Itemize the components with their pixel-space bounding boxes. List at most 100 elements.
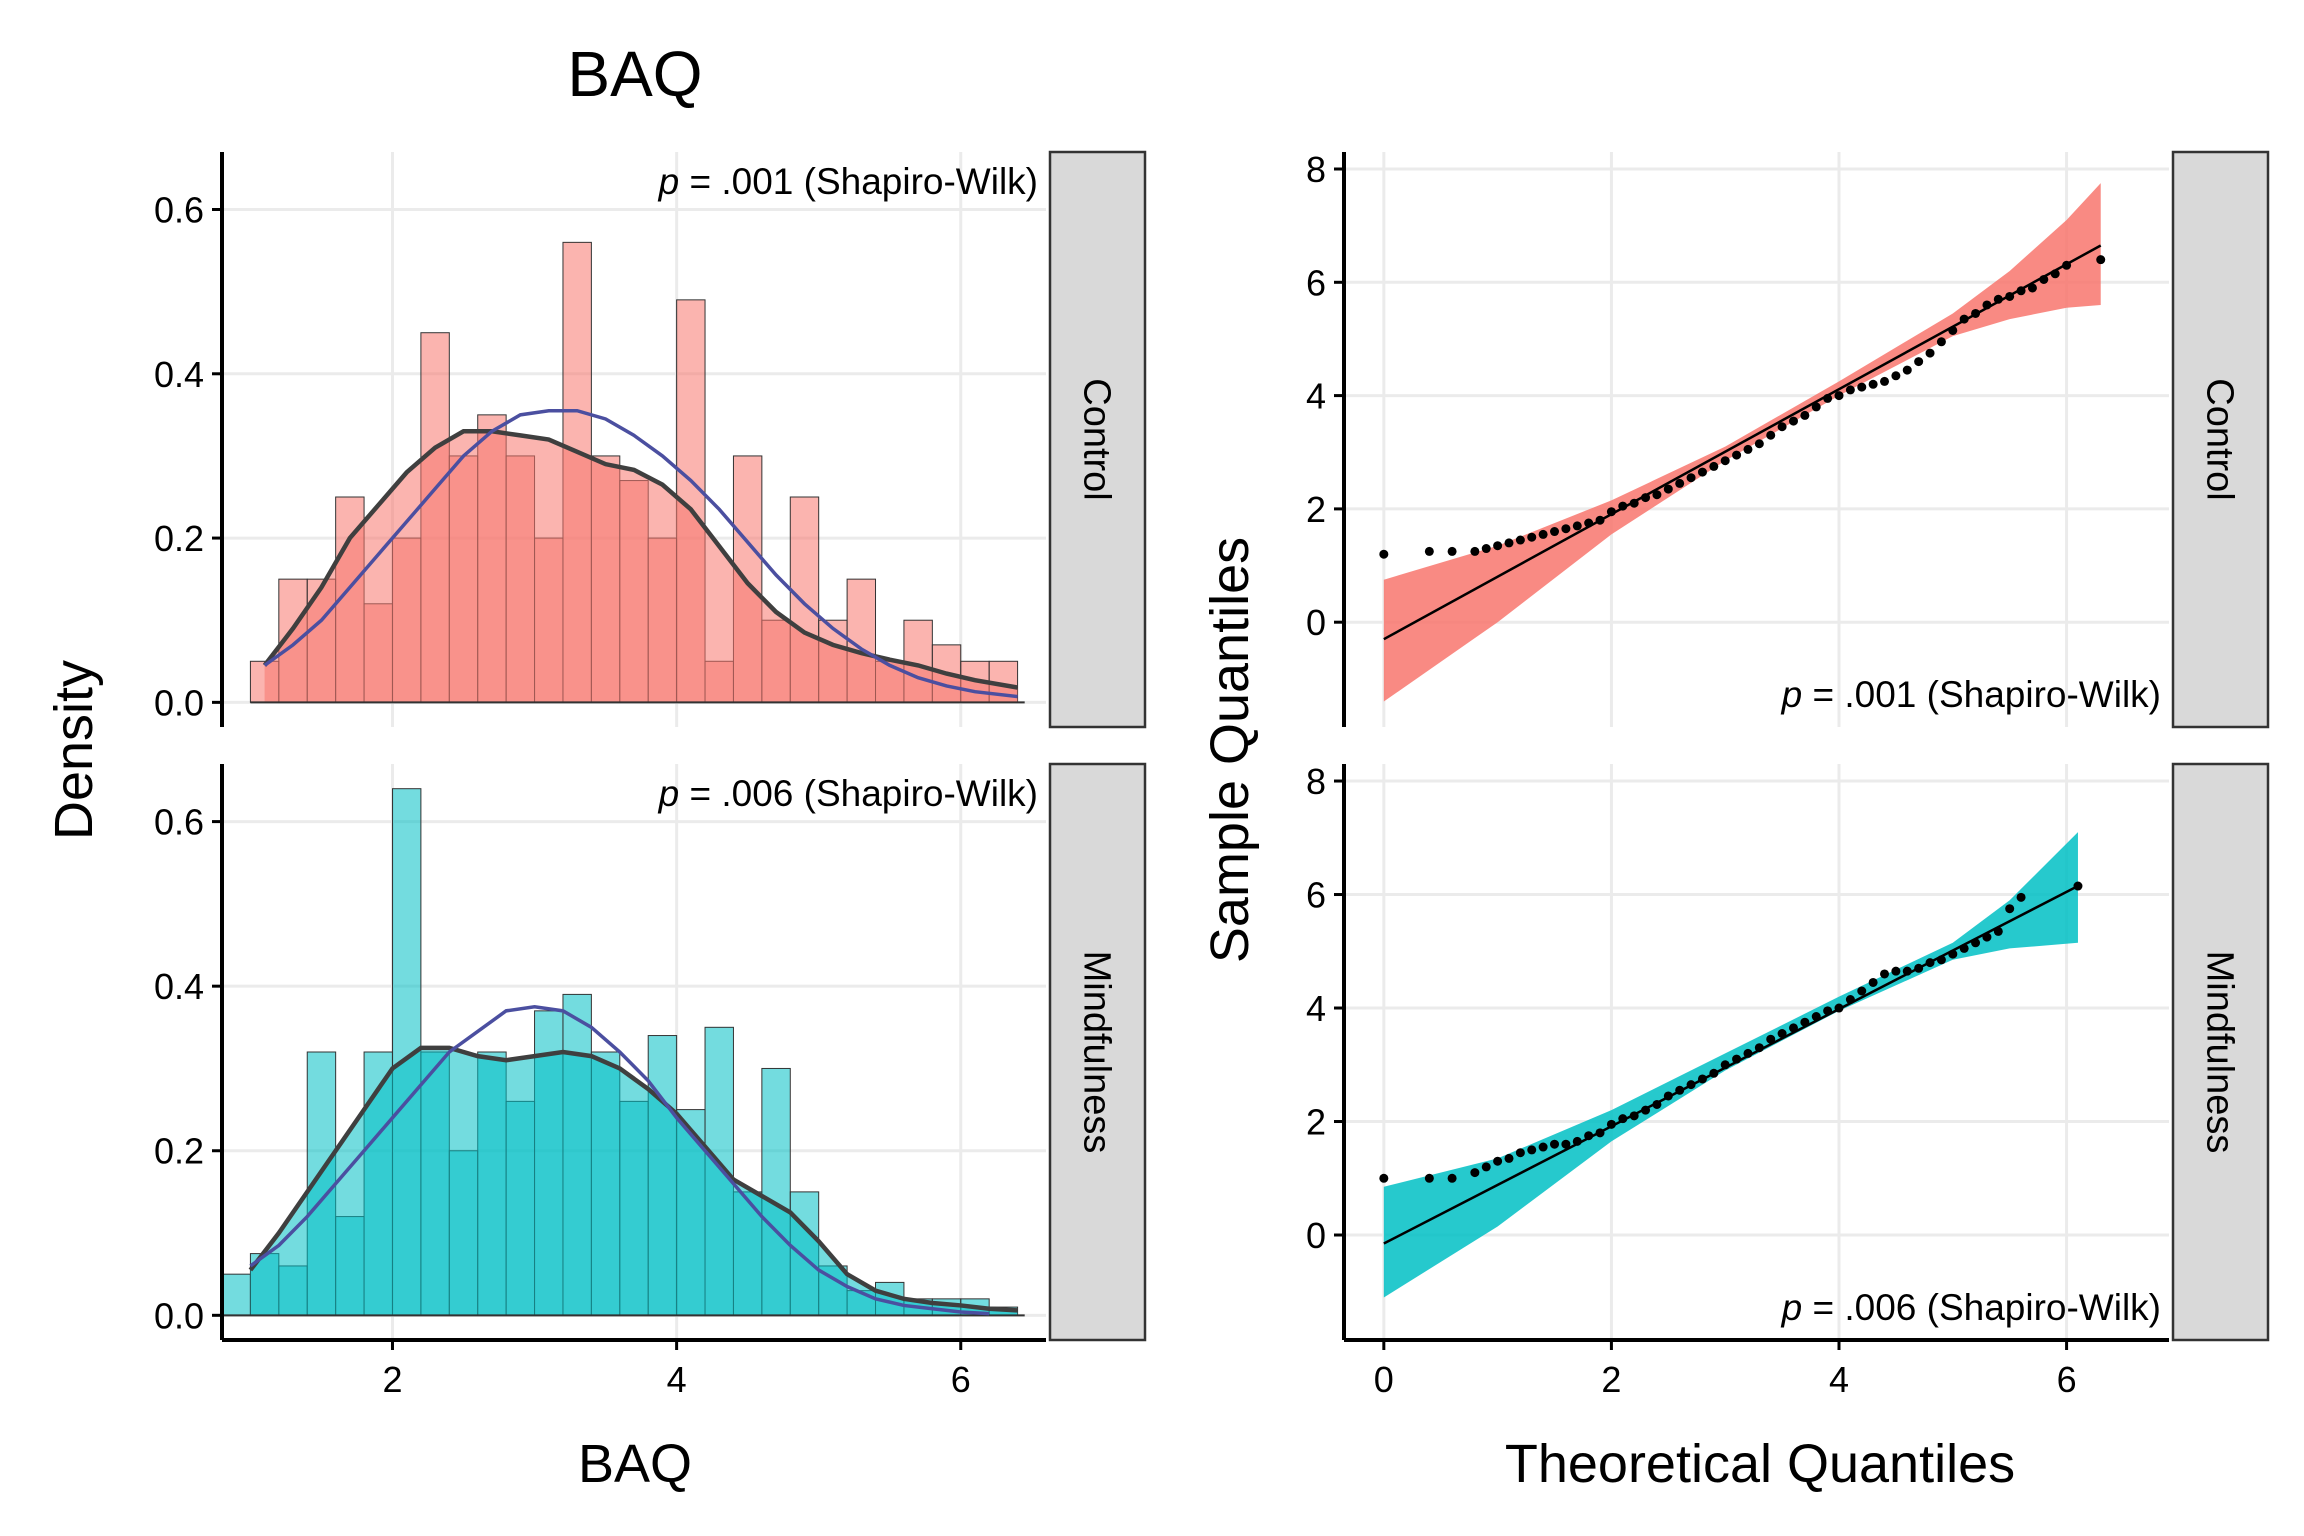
qq-point [1572,1136,1582,1146]
qq-point [1538,1142,1548,1152]
qq-point [2016,286,2026,296]
y-tick-label: 0.4 [154,966,204,1007]
hist-facet-control: 0.0 0.2 0.4 0.6 Control p = .001 (Shapiro-Wil… [154,150,1147,729]
qq-point [1993,294,2003,304]
reference-line [1383,244,2102,641]
qq-point [1606,507,1616,517]
qq-x-axis-title: Theoretical Quantiles [1505,1434,2015,1494]
y-tick-label: 2 [1306,1102,1326,1143]
qq-point [1504,1153,1514,1163]
qq-point [1959,314,1969,324]
qq-point [1618,1114,1628,1124]
normal-curve [263,409,1018,699]
p-symbol: p [1781,674,1803,715]
facet-strip-label: Control [1076,378,1118,501]
qq-point [2005,291,2015,301]
x-tick-label: 6 [2057,1359,2077,1400]
qq-point [1743,444,1753,454]
qq-point [1595,515,1605,525]
hist-facet-mindfulness: 0.0 0.2 0.4 0.6 Mindfulness p = .006 (Shapiro… [154,762,1147,1342]
qq-point [1447,1173,1457,1183]
qq-point [1948,949,1958,959]
y-tick-label: 0.2 [154,518,204,559]
qq-point [1982,300,1992,310]
qq-point [1584,1131,1594,1141]
qq-point [1652,1099,1662,1109]
x-tick-label: 6 [951,1359,971,1400]
qq-point [1891,371,1901,381]
shapiro-wilk-annotation: p = .001 (Shapiro-Wilk) [658,161,1038,202]
qq-point [1800,1017,1810,1027]
y-tick-label: 4 [1306,376,1326,417]
qq-point [1652,490,1662,500]
qq-point [1527,1145,1537,1155]
qq-point [1686,1080,1696,1090]
qq-point [1550,1139,1560,1149]
qq-point [1470,546,1480,556]
qq-point [1834,1003,1844,1013]
qq-point [1891,966,1901,976]
qq-point [2016,892,2026,902]
qq-point [1424,1173,1434,1183]
qq-point [1618,501,1628,511]
y-tick-label: 2 [1306,489,1326,530]
y-tick-label: 0.0 [154,1295,204,1336]
qq-point [1732,450,1742,460]
qq-point [1959,943,1969,953]
qq-point [1971,308,1981,318]
qq-point [1641,1105,1651,1115]
qq-point [2050,269,2060,279]
qq-point [1811,402,1821,412]
x-tick-label: 2 [1601,1359,1621,1400]
qq-point [1447,546,1457,556]
qq-point [1925,348,1935,358]
qq-point [1709,1068,1719,1078]
qq-point [1697,467,1707,477]
histogram-panel: 0.0 0.2 0.4 0.6 Control p = .001 (Shapiro-Wil… [154,150,1147,1400]
qq-point [2005,904,2015,914]
qq-point [1811,1012,1821,1022]
qq-point [1868,379,1878,389]
y-tick-label: 0.4 [154,354,204,395]
qq-point [1538,529,1548,539]
qq-point [1777,1029,1787,1039]
y-tick-label: 6 [1306,875,1326,916]
qq-point [1777,422,1787,432]
qq-y-axis-title: Sample Quantiles [1200,537,1260,963]
qq-facet-mindfulness: 0 2 4 6 8 Mindfulness p = .006 (Shapiro-Wilk) [1306,761,2270,1342]
y-tick-label: 0.2 [154,1131,204,1172]
p-value-text: = .001 (Shapiro-Wilk) [679,161,1038,202]
qq-point [1629,1111,1639,1121]
qq-point [1561,524,1571,534]
qq-point [1572,521,1582,531]
chart-title: BAQ [567,38,702,110]
y-tick-label: 8 [1306,761,1326,802]
qq-point [2073,881,2083,891]
qq-point [2039,274,2049,284]
qq-point [1902,365,1912,375]
density-curve [262,429,1018,690]
qq-point [1993,926,2003,936]
qq-point [1720,1060,1730,1070]
qq-point [1379,549,1389,559]
p-symbol: p [658,773,680,814]
qq-point [1834,391,1844,401]
histogram-y-axis-title: Density [44,660,104,840]
qq-point [1823,393,1833,403]
qq-point [1754,439,1764,449]
facet-strip [1048,762,1147,1342]
p-value-text: = .006 (Shapiro-Wilk) [679,773,1038,814]
qq-point [1971,938,1981,948]
qq-point [1880,376,1890,386]
density-area [264,431,1018,703]
qq-point [1823,1006,1833,1016]
qq-point [1561,1139,1571,1149]
p-symbol: p [1781,1287,1803,1328]
y-tick-label: 0.6 [154,190,204,231]
qq-point [1686,473,1696,483]
qq-plot-panel: 0 2 4 6 8 Control p = .001 (Shapiro-Wilk) 0 2 4 6 8… [1306,149,2270,1400]
qq-point [1925,958,1935,968]
qq-point [1424,546,1434,556]
x-tick-label: 4 [1829,1359,1849,1400]
